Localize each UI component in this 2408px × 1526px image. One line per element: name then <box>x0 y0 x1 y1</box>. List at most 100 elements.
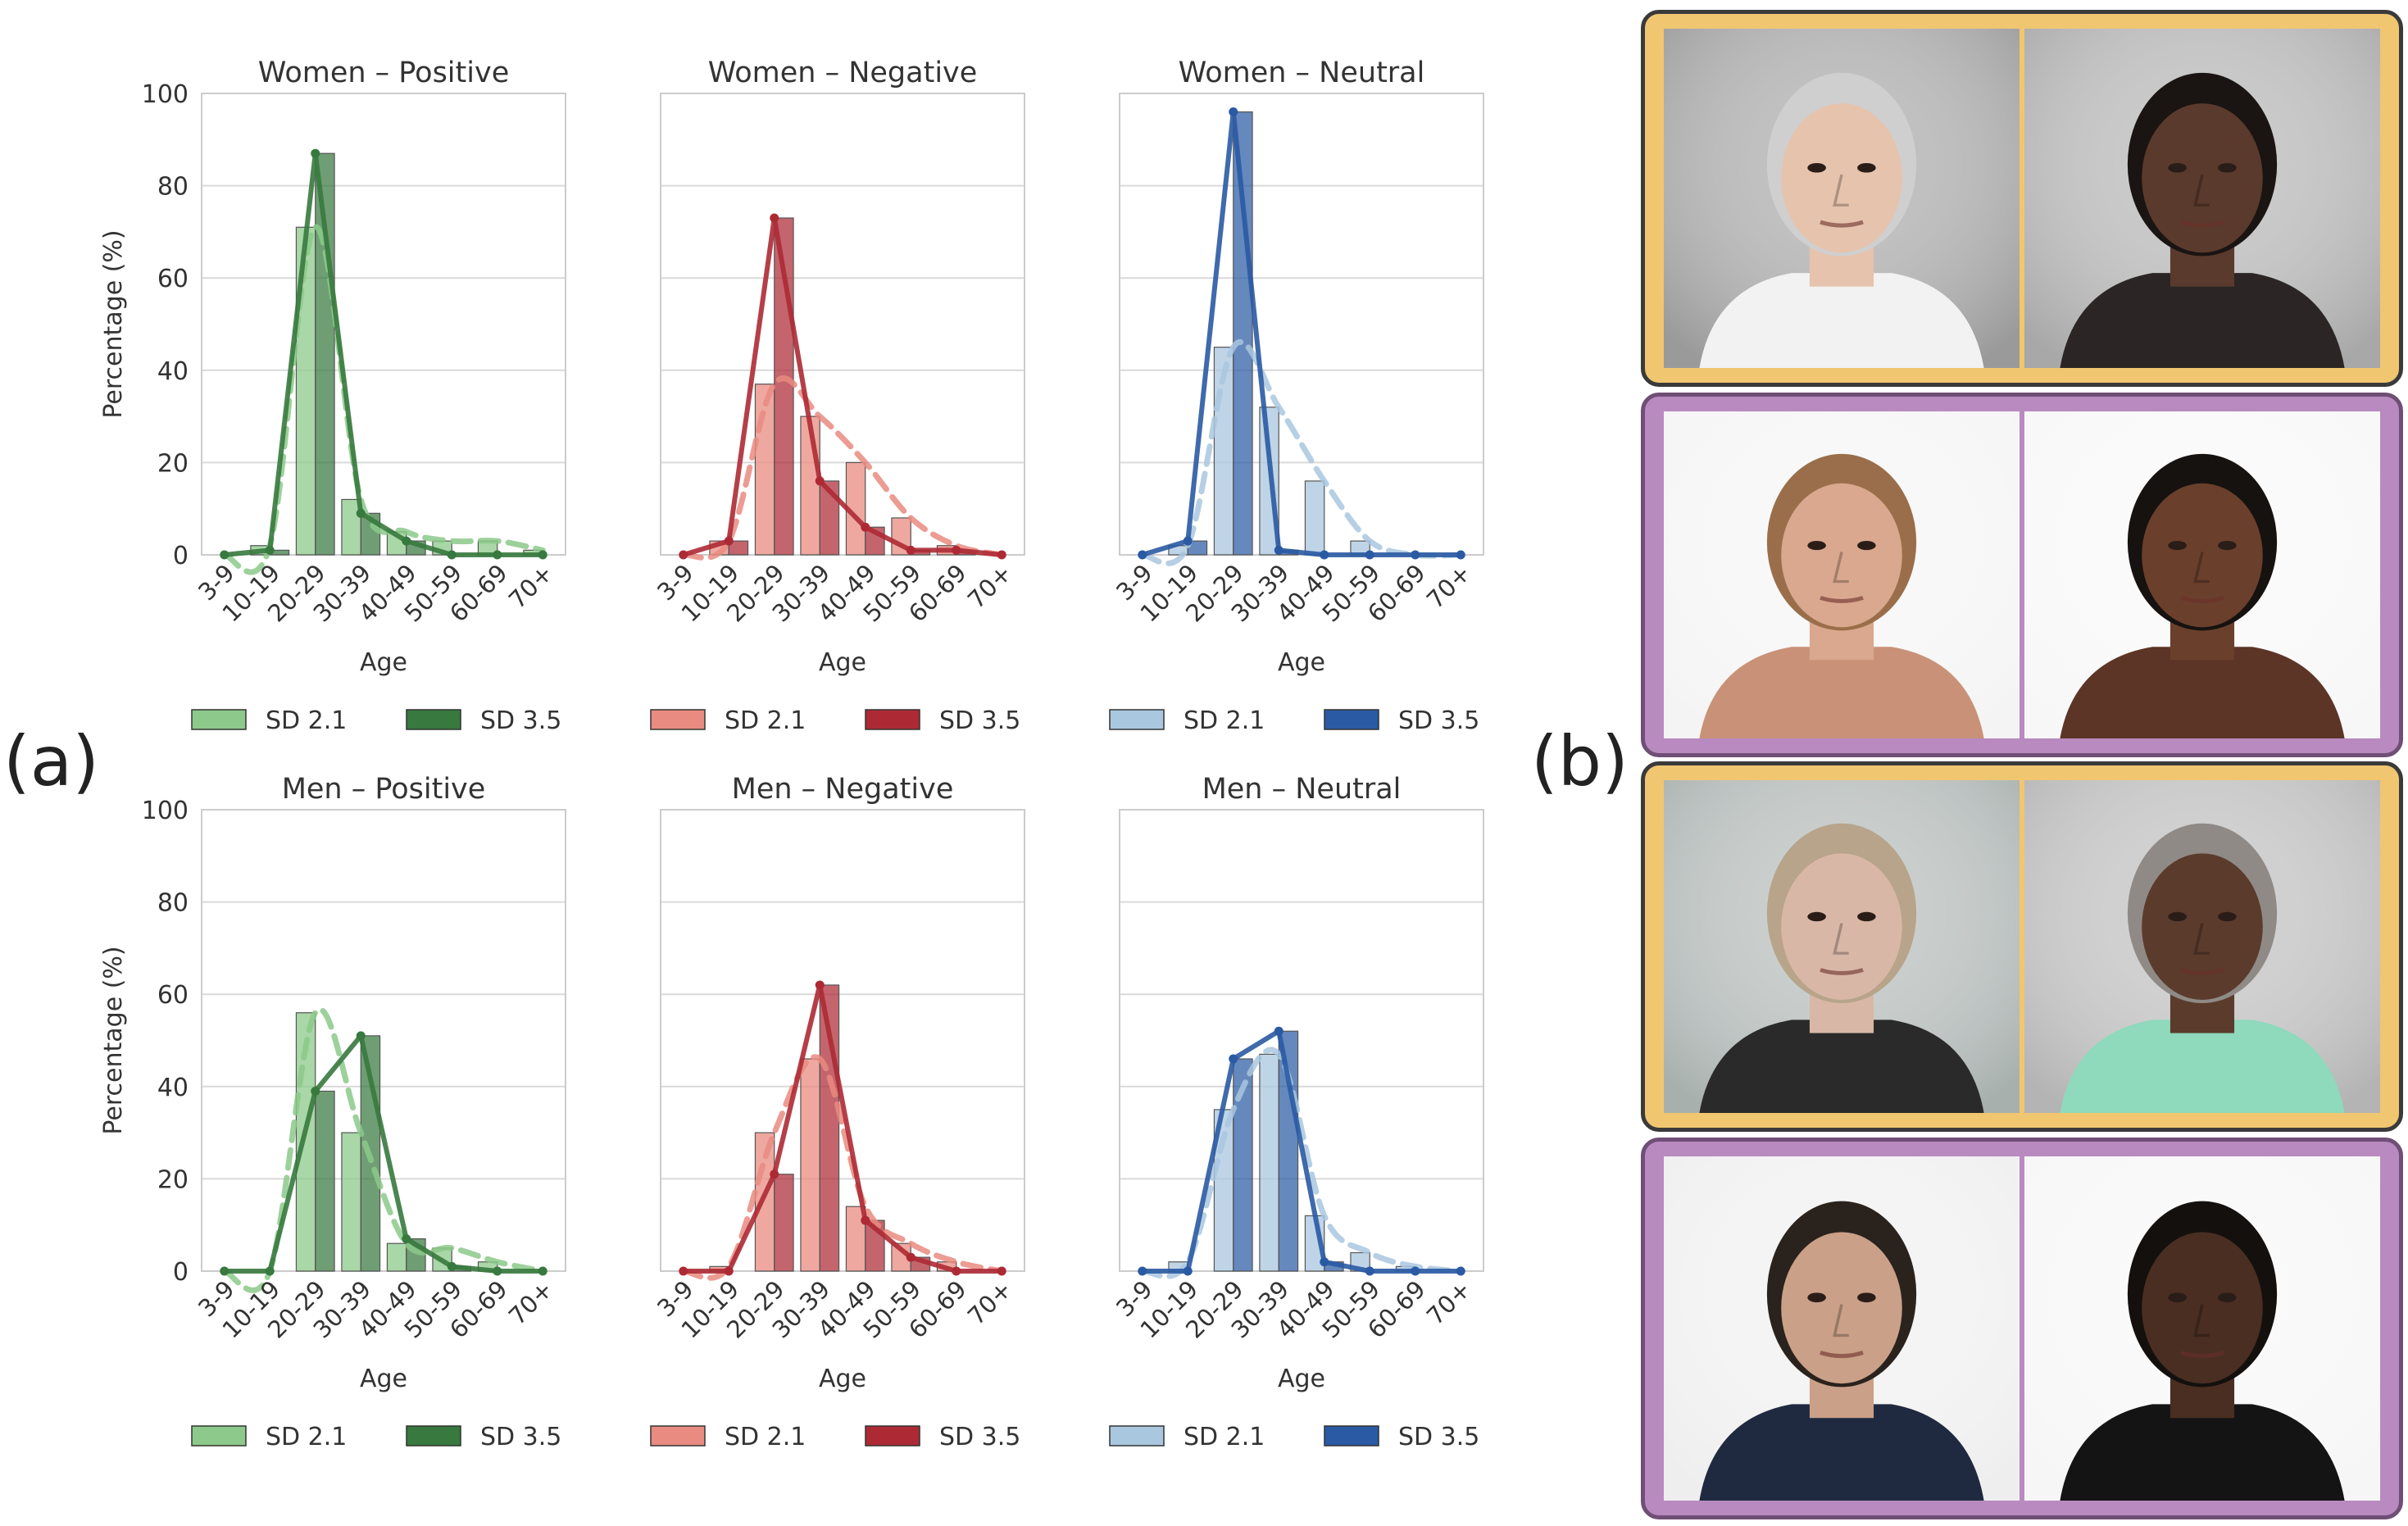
marker-sd35 <box>1274 1026 1284 1036</box>
line-sd35 <box>224 151 543 557</box>
bar-sd21 <box>341 1132 361 1272</box>
chart-men-negative: Men – Negative3-910-1920-2930-3940-4950-… <box>650 773 1025 1451</box>
portrait-photo <box>2024 411 2380 738</box>
y-tick-label: 100 <box>142 80 189 109</box>
marker-sd35 <box>1274 545 1284 555</box>
legend-swatch <box>650 709 706 730</box>
photo-frame-yellow <box>1641 10 2403 387</box>
bar-sd21 <box>1304 480 1325 556</box>
line-sd21 <box>1139 1047 1464 1279</box>
legend-label: SD 3.5 <box>1398 1423 1479 1451</box>
chart-women-negative: Women – Negative3-910-1920-2930-3940-495… <box>650 57 1025 735</box>
legend-swatch <box>406 1425 461 1447</box>
marker-sd35 <box>493 550 502 560</box>
marker-sd35 <box>1138 1266 1147 1276</box>
plot-frame <box>201 93 566 556</box>
line-sd21 <box>221 1006 546 1293</box>
marker-sd35 <box>679 1266 688 1276</box>
legend-swatch <box>191 709 247 730</box>
bar-sd35 <box>315 1090 335 1272</box>
portrait-photo <box>2024 1156 2380 1501</box>
marker-sd35 <box>1229 107 1238 117</box>
portrait-photo <box>1664 411 2020 738</box>
bar-sd21 <box>754 384 775 556</box>
marker-sd35 <box>1320 1257 1329 1267</box>
photo-frame-purple <box>1641 393 2403 757</box>
chart-women-positive: 0 20 40 60 80 100 Percentage (%) Women – Positi… <box>99 57 566 735</box>
x-axis-label: Age <box>819 648 866 677</box>
marker-sd35 <box>1411 550 1420 560</box>
y-tick-label: 0 <box>173 1258 189 1287</box>
marker-sd35 <box>815 476 825 486</box>
y-tick-label: 20 <box>157 1165 189 1194</box>
chart-men-positive: 0 20 40 60 80 100 Percentage (%) Men – Positive… <box>99 773 566 1451</box>
legend-label: SD 2.1 <box>1184 706 1265 735</box>
y-tick-label: 20 <box>157 449 189 478</box>
legend-swatch <box>191 1425 247 1447</box>
line-sd35 <box>683 982 1002 1274</box>
legend-label: SD 3.5 <box>939 1423 1020 1451</box>
bar-sd21 <box>1259 1053 1279 1272</box>
line-sd35 <box>1142 1029 1461 1274</box>
plot-frame <box>1119 93 1484 556</box>
chart-women-neutral: Women – Neutral3-910-1920-2930-3940-4950… <box>1109 57 1484 735</box>
panel-label-a: (a) <box>3 721 100 802</box>
y-tick-label: 0 <box>173 542 189 570</box>
bar-sd21 <box>800 1058 820 1272</box>
marker-sd35 <box>724 536 734 546</box>
portrait-photo <box>1664 1156 2020 1501</box>
marker-sd35 <box>952 545 961 555</box>
marker-sd35 <box>447 1261 457 1271</box>
y-tick-label: 80 <box>157 889 189 918</box>
x-tick-label: 70+ <box>962 1275 1017 1330</box>
chart-title: Women – Positive <box>258 57 509 89</box>
legend-swatch <box>650 1425 706 1447</box>
y-axis-label: Percentage (%) <box>99 229 128 418</box>
legend-label: SD 2.1 <box>266 1423 347 1451</box>
marker-sd35 <box>906 1252 915 1262</box>
marker-sd35 <box>861 522 870 532</box>
chart-men-neutral: Men – Neutral3-910-1920-2930-3940-4950-5… <box>1109 773 1484 1451</box>
marker-sd35 <box>538 1266 547 1276</box>
x-axis-label: Age <box>1278 648 1325 677</box>
portrait-photo <box>1664 29 2020 368</box>
marker-sd35 <box>997 550 1006 560</box>
legend-label: SD 3.5 <box>480 706 561 735</box>
x-axis-label: Age <box>360 648 407 677</box>
legend-swatch <box>865 709 920 730</box>
marker-sd35 <box>220 550 229 560</box>
legend-label: SD 3.5 <box>480 1423 561 1451</box>
bar-sd35 <box>1233 111 1253 556</box>
marker-sd35 <box>997 1266 1006 1276</box>
chart-title: Men – Positive <box>282 773 486 806</box>
chart-title: Women – Neutral <box>1179 57 1425 89</box>
x-tick-label: 70+ <box>962 559 1017 614</box>
panel-label-b: (b) <box>1531 721 1629 802</box>
y-tick-label: 60 <box>157 265 189 293</box>
photo-frame-yellow <box>1641 761 2403 1132</box>
marker-sd35 <box>770 1169 779 1179</box>
marker-sd35 <box>220 1266 229 1276</box>
line-sd35 <box>224 1033 543 1274</box>
marker-sd35 <box>770 213 779 223</box>
marker-sd35 <box>356 508 366 518</box>
line-sd35 <box>1141 109 1461 557</box>
y-tick-label: 40 <box>157 357 189 386</box>
marker-sd35 <box>952 1266 961 1276</box>
marker-sd35 <box>1320 550 1329 560</box>
marker-sd35 <box>1456 550 1465 560</box>
y-axis-label: Percentage (%) <box>99 946 128 1134</box>
bar-sd35 <box>819 480 840 556</box>
marker-sd35 <box>1183 536 1193 546</box>
marker-sd35 <box>1365 1266 1374 1276</box>
y-tick-label: 80 <box>157 173 189 202</box>
y-tick-label: 100 <box>142 797 189 825</box>
marker-sd35 <box>679 550 688 560</box>
legend-swatch <box>1324 1425 1379 1447</box>
legend-swatch <box>406 709 461 730</box>
marker-sd35 <box>1229 1054 1238 1064</box>
line-sd35 <box>682 216 1002 557</box>
marker-sd35 <box>402 1234 411 1244</box>
marker-sd35 <box>538 550 547 560</box>
chart-title: Men – Negative <box>732 773 954 806</box>
